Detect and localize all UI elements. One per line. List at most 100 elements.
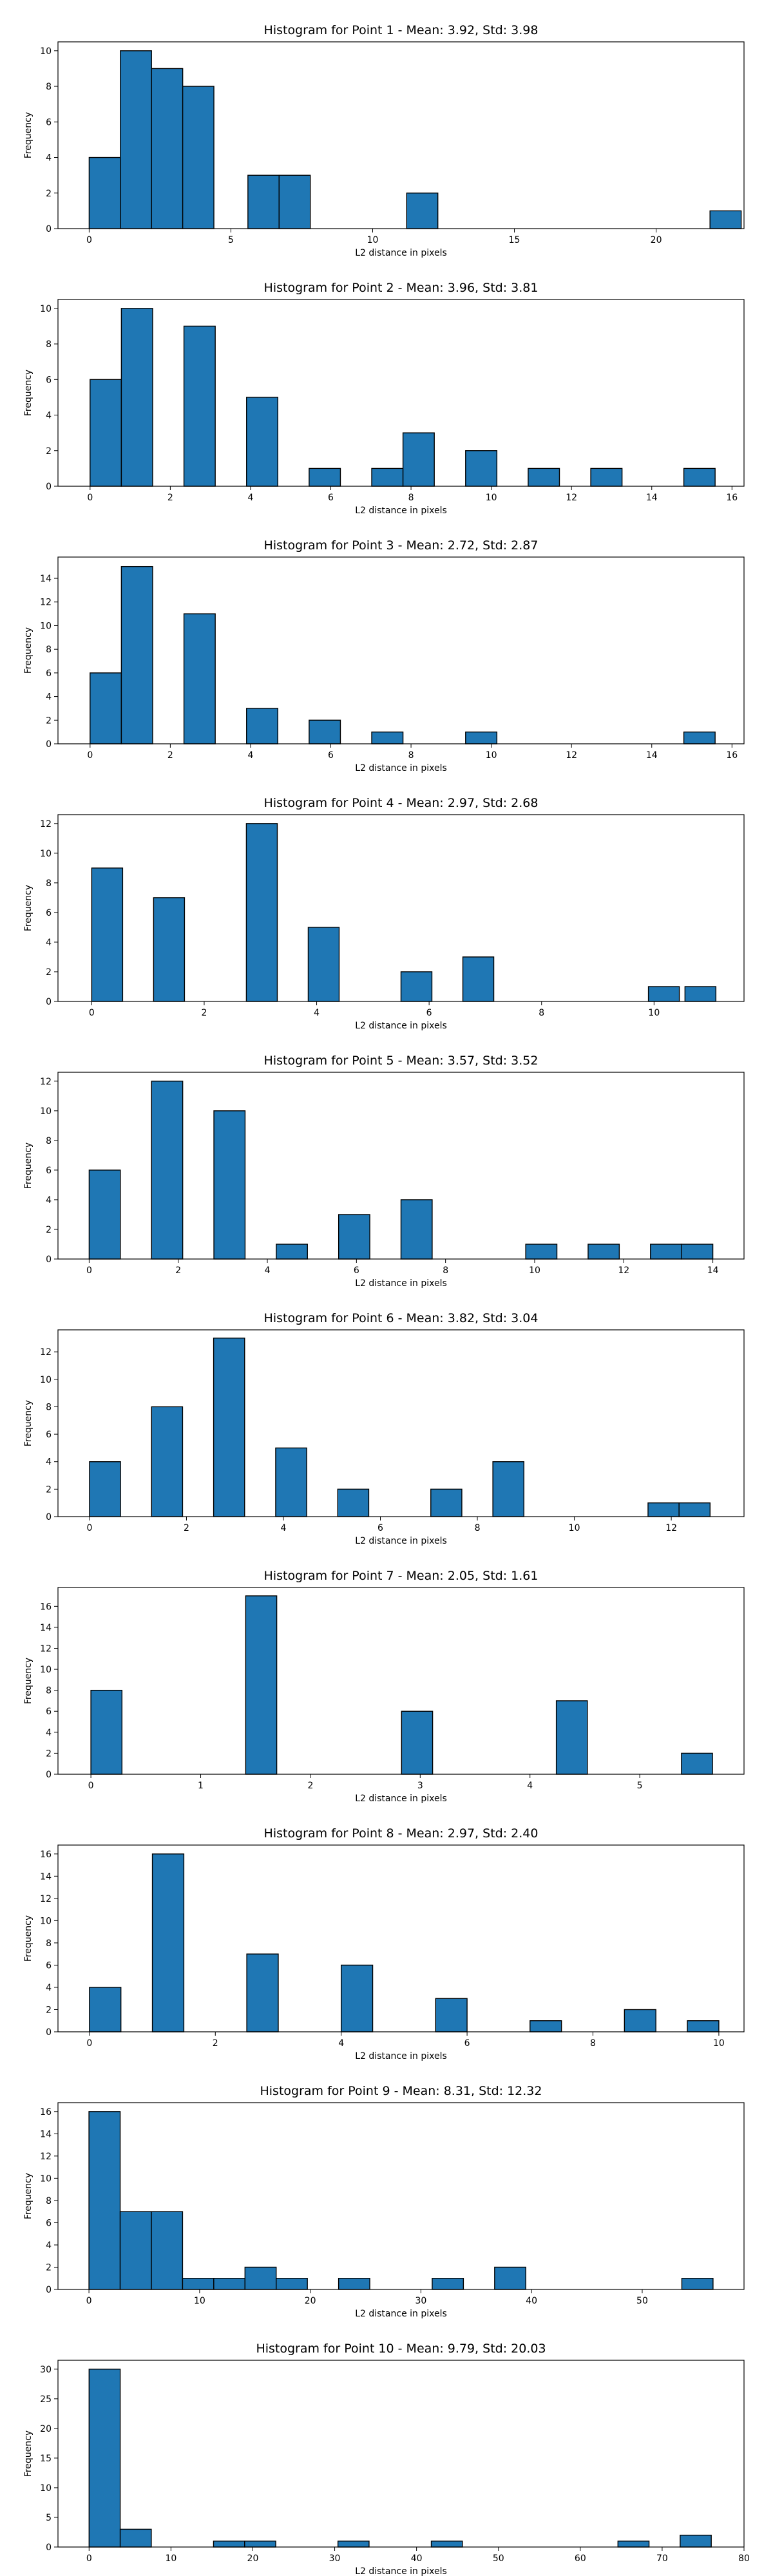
y-tick-label: 2 [46,967,52,978]
y-tick-label: 25 [40,2394,52,2405]
y-axis-label: Frequency [23,1142,33,1189]
histogram-bar [528,468,560,487]
histogram-bar [245,1595,278,1775]
x-tick-label: 6 [328,493,334,503]
y-tick-label: 6 [46,1166,52,1176]
x-tick-label: 30 [329,2553,341,2564]
x-tick-label: 14 [707,1265,719,1276]
x-tick-label: 16 [726,750,738,761]
histogram-bar [246,397,278,487]
x-tick-label: 0 [86,2553,92,2564]
y-tick-label: 0 [46,1512,52,1522]
x-tick-label: 8 [539,1008,544,1018]
y-tick-label: 10 [40,1665,52,1675]
x-tick-label: 8 [408,493,414,503]
x-tick-label: 12 [566,750,577,761]
y-axis-label: Frequency [23,2430,33,2477]
x-tick-label: 8 [475,1523,481,1533]
histogram-bar [650,1244,682,1260]
histogram-bar [151,1081,184,1260]
y-tick-label: 12 [40,1347,52,1358]
histogram-chart-1: Histogram for Point 1 - Mean: 3.92, Std:… [23,23,745,258]
histogram-bar [678,1502,711,1517]
x-tick-label: 50 [636,2296,648,2306]
x-tick-label: 15 [509,235,520,245]
x-tick-label: 0 [86,1265,92,1276]
histogram-bar [647,986,680,1002]
histogram-bar [400,1199,433,1260]
x-axis-label: L2 distance in pixels [355,506,447,515]
x-tick-label: 20 [247,2553,259,2564]
histogram-bar [90,1689,123,1775]
y-tick-label: 10 [40,1106,52,1117]
histogram-bar [151,68,184,229]
histogram-bar [91,867,124,1002]
histogram-bar [684,986,717,1002]
histogram-bar [681,2278,714,2290]
x-tick-label: 50 [493,2553,504,2564]
y-axis-label: Frequency [23,370,33,416]
histogram-bar [371,731,404,744]
histogram-bar [338,2278,370,2290]
y-tick-label: 20 [40,2424,52,2434]
y-tick-label: 0 [46,2543,52,2553]
chart-title: Histogram for Point 7 - Mean: 2.05, Std:… [264,1569,539,1583]
y-tick-label: 14 [40,2129,52,2139]
histogram-bar [309,719,341,744]
plot-frame [57,2102,745,2290]
y-tick-label: 10 [40,1375,52,1385]
x-axis-label: L2 distance in pixels [355,1536,447,1546]
histogram-bar [213,1110,246,1260]
plot-frame [57,299,745,487]
x-axis-label: L2 distance in pixels [355,2309,447,2318]
y-tick-label: 6 [46,1960,52,1971]
histogram-bar [494,2266,526,2290]
x-tick-label: 0 [86,1523,92,1533]
y-tick-label: 0 [46,2027,52,2038]
histogram-bar [120,308,153,487]
histogram-chart-6: Histogram for Point 6 - Mean: 3.82, Std:… [23,1311,745,1546]
histogram-bar [525,1244,558,1260]
histogram-bar [213,2278,245,2290]
histogram-bar [88,156,121,229]
histogram-bar [307,927,340,1002]
histogram-bar [153,897,186,1002]
histogram-bar [680,2534,712,2548]
x-tick-label: 4 [338,2038,344,2049]
y-tick-label: 4 [46,2240,52,2251]
x-tick-label: 10 [486,750,497,761]
histogram-bar [213,1338,245,1517]
y-tick-label: 14 [40,1623,52,1633]
histogram-bar [683,731,716,744]
y-tick-label: 14 [40,574,52,584]
plot-frame [57,1072,745,1260]
histogram-bar [337,1488,370,1517]
y-axis-label: Frequency [23,2173,33,2219]
y-tick-label: 10 [40,849,52,859]
y-tick-label: 2 [46,715,52,726]
x-tick-label: 5 [228,235,234,245]
y-tick-label: 4 [46,411,52,421]
y-tick-label: 2 [46,1225,52,1235]
y-tick-label: 5 [46,2513,52,2523]
histogram-bar [276,2278,308,2290]
x-tick-label: 4 [527,1781,533,1791]
histogram-bar [430,2541,463,2548]
histogram-bar [462,956,495,1002]
histogram-chart-4: Histogram for Point 4 - Mean: 2.97, Std:… [23,796,745,1030]
x-tick-label: 10 [569,1523,580,1533]
y-tick-label: 12 [40,819,52,829]
y-tick-label: 10 [40,1916,52,1926]
histogram-chart-7: Histogram for Point 7 - Mean: 2.05, Std:… [23,1569,745,1803]
y-tick-label: 0 [46,224,52,234]
plot-frame [57,556,745,744]
x-tick-label: 20 [651,235,662,245]
histogram-bar [432,2278,464,2290]
histogram-bar [337,2541,370,2548]
x-tick-label: 3 [417,1781,423,1791]
y-axis-label: Frequency [23,1915,33,1962]
y-tick-label: 30 [40,2365,52,2375]
y-tick-label: 4 [46,938,52,948]
x-tick-label: 2 [202,1008,207,1018]
